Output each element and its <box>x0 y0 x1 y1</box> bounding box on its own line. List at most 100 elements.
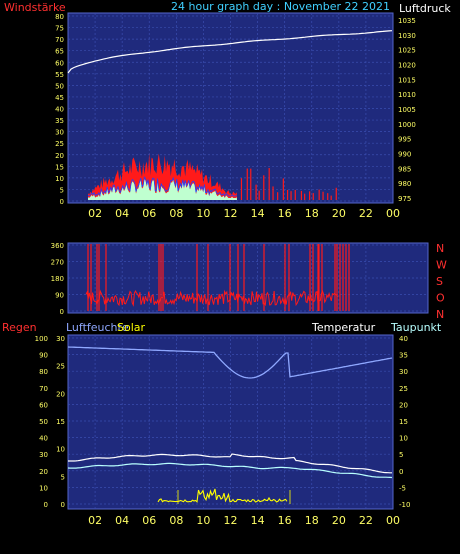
wind-tick: 0 <box>60 198 64 206</box>
wind-tick: 80 <box>55 13 64 21</box>
wind-plot-area <box>67 12 394 204</box>
wind-series <box>87 153 337 200</box>
time-axis-top: 02 04 06 08 10 12 14 16 18 20 22 00 <box>88 207 400 220</box>
temperature-tick: 15 <box>399 418 408 426</box>
direction-degree-axis: 0 90 180 270 360 <box>51 242 64 316</box>
compass-label: W <box>436 259 447 272</box>
pressure-tick: 1015 <box>398 76 416 84</box>
temperature-tick: 30 <box>399 368 408 376</box>
time-tick: 12 <box>224 514 238 527</box>
pressure-title: Luftdruck <box>399 2 451 15</box>
time-tick: 02 <box>88 207 102 220</box>
rain-humidity-tick: 60 <box>39 401 48 409</box>
solar-tick: 15 <box>56 418 65 426</box>
time-tick: 14 <box>251 514 265 527</box>
wind-tick: 45 <box>55 94 64 102</box>
compass-label: N <box>436 242 444 255</box>
wind-tick: 20 <box>55 152 64 160</box>
rain-humidity-tick: 20 <box>39 468 48 476</box>
compass-label: O <box>436 292 445 305</box>
wind-tick: 65 <box>55 48 64 56</box>
wind-tick: 35 <box>55 117 64 125</box>
temperature-line <box>68 453 392 474</box>
climate-plot-area <box>67 334 394 510</box>
solar-axis: 0 5 10 15 20 25 30 <box>56 335 65 509</box>
wind-direction-series <box>85 244 350 311</box>
time-tick: 06 <box>142 207 156 220</box>
time-tick: 16 <box>278 514 292 527</box>
solar-label: Solar <box>117 321 146 334</box>
wind-speed-axis: 0 5 10 15 20 25 30 35 40 45 50 55 60 65 70 75 80 <box>55 13 64 206</box>
temperature-axis: -10 -5 0 5 10 15 20 25 30 35 40 <box>399 335 410 509</box>
direction-tick: 90 <box>55 292 64 300</box>
time-tick: 06 <box>142 514 156 527</box>
time-tick: 22 <box>359 207 373 220</box>
rain-label: Regen <box>2 321 37 334</box>
wind-tick: 70 <box>55 36 64 44</box>
direction-tick: 270 <box>51 259 64 267</box>
rain-humidity-tick: 90 <box>39 352 48 360</box>
time-tick: 08 <box>169 514 183 527</box>
wind-tick: 30 <box>55 129 64 137</box>
solar-series <box>157 488 291 504</box>
temperature-label: Temperatur <box>311 321 376 334</box>
pressure-tick: 1025 <box>398 47 416 55</box>
rain-humidity-axis: 0 10 20 30 40 50 60 70 80 90 100 <box>35 335 48 509</box>
wind-tick: 15 <box>55 163 64 171</box>
dewpoint-label: Taupunkt <box>390 321 442 334</box>
direction-grid <box>68 243 428 313</box>
humidity-label: Luftfeuchte <box>66 321 129 334</box>
temperature-tick: 10 <box>399 435 408 443</box>
temperature-tick: 20 <box>399 401 408 409</box>
solar-line <box>157 488 288 503</box>
compass-label: N <box>436 308 444 321</box>
wind-direction-line <box>85 289 339 307</box>
temperature-tick: -5 <box>399 484 406 492</box>
solar-tick: 10 <box>56 446 65 454</box>
rain-humidity-tick: 70 <box>39 385 48 393</box>
compass-label: S <box>436 275 443 288</box>
time-tick: 00 <box>386 514 400 527</box>
wind-tick: 50 <box>55 82 64 90</box>
pressure-tick: 975 <box>398 195 411 203</box>
time-tick: 08 <box>169 207 183 220</box>
rain-humidity-tick: 0 <box>44 501 48 509</box>
wind-gust-area <box>88 179 237 200</box>
time-tick: 10 <box>196 207 210 220</box>
time-tick: 22 <box>359 514 373 527</box>
pressure-tick: 1010 <box>398 91 416 99</box>
time-axis-bottom: 02 04 06 08 10 12 14 16 18 20 22 00 <box>88 514 400 527</box>
temperature-tick: 5 <box>399 451 403 459</box>
time-tick: 18 <box>305 514 319 527</box>
pressure-tick: 980 <box>398 180 411 188</box>
pressure-tick: 1020 <box>398 62 416 70</box>
pressure-tick: 995 <box>398 136 411 144</box>
climate-panel: Regen Luftfeuchte Solar Temperatur Taupu… <box>2 321 442 527</box>
wind-avg-line <box>87 176 237 197</box>
wind-tick: 75 <box>55 25 64 33</box>
pressure-axis: 975 980 985 990 995 1000 1005 1010 1015 1020 1025 1… <box>398 17 416 203</box>
pressure-tick: 990 <box>398 151 411 159</box>
time-tick: 04 <box>115 514 129 527</box>
solar-tick: 0 <box>61 501 65 509</box>
pressure-tick: 1005 <box>398 106 416 114</box>
time-tick: 18 <box>305 207 319 220</box>
pressure-tick: 985 <box>398 165 411 173</box>
rain-humidity-tick: 30 <box>39 451 48 459</box>
time-tick: 04 <box>115 207 129 220</box>
solar-tick: 20 <box>56 390 65 398</box>
temperature-tick: 25 <box>399 385 408 393</box>
time-tick: 00 <box>386 207 400 220</box>
rain-humidity-tick: 50 <box>39 418 48 426</box>
time-tick: 14 <box>251 207 265 220</box>
temperature-tick: 40 <box>399 335 408 343</box>
climate-grid <box>68 335 393 509</box>
time-tick: 20 <box>332 207 346 220</box>
graph-date-title: 24 hour graph day : November 22 2021 <box>171 0 390 13</box>
wind-tick: 10 <box>55 175 64 183</box>
pressure-tick: 1000 <box>398 121 416 129</box>
